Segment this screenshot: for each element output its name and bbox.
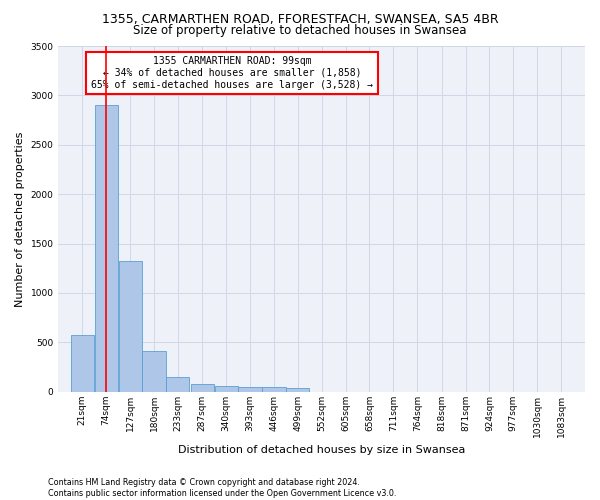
Y-axis label: Number of detached properties: Number of detached properties [15, 131, 25, 306]
Bar [142, 352, 166, 392]
Bar [119, 262, 142, 392]
Bar [286, 388, 310, 392]
Bar [166, 377, 190, 392]
Bar [215, 386, 238, 392]
Text: Contains HM Land Registry data © Crown copyright and database right 2024.
Contai: Contains HM Land Registry data © Crown c… [48, 478, 397, 498]
X-axis label: Distribution of detached houses by size in Swansea: Distribution of detached houses by size … [178, 445, 466, 455]
Text: 1355 CARMARTHEN ROAD: 99sqm
← 34% of detached houses are smaller (1,858)
65% of : 1355 CARMARTHEN ROAD: 99sqm ← 34% of det… [91, 56, 373, 90]
Bar [71, 336, 94, 392]
Text: Size of property relative to detached houses in Swansea: Size of property relative to detached ho… [133, 24, 467, 37]
Bar [262, 388, 286, 392]
Bar [238, 387, 262, 392]
Text: 1355, CARMARTHEN ROAD, FFORESTFACH, SWANSEA, SA5 4BR: 1355, CARMARTHEN ROAD, FFORESTFACH, SWAN… [101, 12, 499, 26]
Bar [95, 106, 118, 392]
Bar [191, 384, 214, 392]
